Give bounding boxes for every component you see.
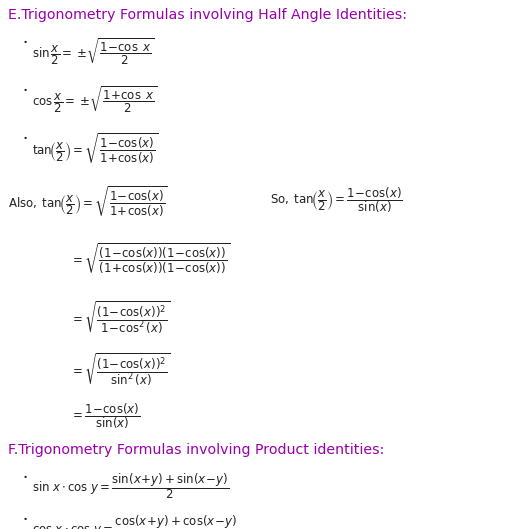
Text: $\mathrm{sin}\;x\cdot\mathrm{cos}\;y = \dfrac{\mathrm{sin}(x\!+\!y)+\mathrm{sin}: $\mathrm{sin}\;x\cdot\mathrm{cos}\;y = \… [32,471,229,500]
Text: E.Trigonometry Formulas involving Half Angle Identities:: E.Trigonometry Formulas involving Half A… [8,8,406,22]
Text: $= \sqrt{\dfrac{(1\!-\!\cos(x))^2}{1\!-\!\cos^2(x)}}$: $= \sqrt{\dfrac{(1\!-\!\cos(x))^2}{1\!-\… [70,299,170,336]
Text: $= \sqrt{\dfrac{(1\!-\!\cos(x))(1\!-\!\cos(x))}{(1\!+\!\cos(x))(1\!-\!\cos(x))}}: $= \sqrt{\dfrac{(1\!-\!\cos(x))(1\!-\!\c… [70,242,230,276]
Text: $\mathrm{cos}\,\dfrac{x}{2} = \pm\!\sqrt{\dfrac{1\!+\!\cos\;x}{2}}$: $\mathrm{cos}\,\dfrac{x}{2} = \pm\!\sqrt… [32,84,157,115]
Text: $\bullet$: $\bullet$ [22,84,28,93]
Text: $\mathrm{sin}\,\dfrac{x}{2} = \pm\!\sqrt{\dfrac{1\!-\!\cos\;x}{2}}$: $\mathrm{sin}\,\dfrac{x}{2} = \pm\!\sqrt… [32,36,154,67]
Text: $\bullet$: $\bullet$ [22,513,28,522]
Text: $\bullet$: $\bullet$ [22,471,28,480]
Text: $\bullet$: $\bullet$ [22,132,28,141]
Text: $\mathrm{cos}\;x\cdot\mathrm{cos}\;y = \dfrac{\mathrm{cos}(x\!+\!y)+\mathrm{cos}: $\mathrm{cos}\;x\cdot\mathrm{cos}\;y = \… [32,513,237,529]
Text: $= \dfrac{1\!-\!\cos(x)}{\sin(x)}$: $= \dfrac{1\!-\!\cos(x)}{\sin(x)}$ [70,401,140,431]
Text: $\bullet$: $\bullet$ [22,36,28,45]
Text: $= \sqrt{\dfrac{(1\!-\!\cos(x))^2}{\sin^2(x)}}$: $= \sqrt{\dfrac{(1\!-\!\cos(x))^2}{\sin^… [70,351,170,388]
Text: $\mathrm{Also,\;tan}\!\left(\dfrac{x}{2}\right) = \sqrt{\dfrac{1\!-\!\cos(x)}{1\: $\mathrm{Also,\;tan}\!\left(\dfrac{x}{2}… [8,185,167,220]
Text: F.Trigonometry Formulas involving Product identities:: F.Trigonometry Formulas involving Produc… [8,443,384,457]
Text: $\mathrm{tan}\!\left(\dfrac{x}{2}\right) = \sqrt{\dfrac{1\!-\!\cos(x)}{1\!+\!\co: $\mathrm{tan}\!\left(\dfrac{x}{2}\right)… [32,132,158,167]
Text: $\mathrm{So,\;tan}\!\left(\dfrac{x}{2}\right) = \dfrac{1\!-\!\cos(x)}{\sin(x)}$: $\mathrm{So,\;tan}\!\left(\dfrac{x}{2}\r… [269,185,402,215]
